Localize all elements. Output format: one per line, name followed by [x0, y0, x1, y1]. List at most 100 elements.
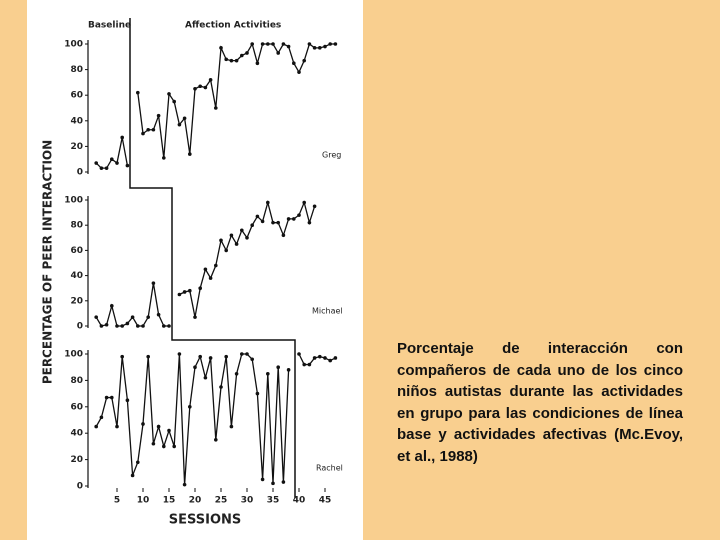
x-axis-label: SESSIONS [169, 513, 242, 528]
data-point [266, 42, 270, 46]
data-point [240, 228, 244, 233]
data-point [177, 292, 182, 297]
data-point [125, 163, 130, 168]
x-tick-label: 35 [267, 496, 280, 506]
data-point [260, 42, 265, 46]
data-point [224, 248, 228, 253]
data-point [198, 286, 202, 291]
data-point [219, 238, 223, 243]
data-point [276, 365, 281, 370]
data-point [281, 480, 286, 484]
data-point [130, 315, 135, 319]
data-point [302, 58, 307, 63]
data-point [245, 352, 249, 356]
y-tick-label: 40 [70, 271, 83, 281]
data-point [99, 324, 104, 328]
data-point [141, 422, 145, 426]
data-point [172, 99, 176, 104]
data-point [276, 220, 281, 225]
data-point [219, 385, 223, 389]
data-point [120, 324, 124, 328]
data-point [167, 92, 171, 96]
data-point [94, 161, 98, 165]
y-tick-label: 80 [70, 376, 83, 386]
data-point [260, 477, 265, 482]
data-point [182, 116, 187, 121]
data-point [120, 135, 124, 140]
data-point [177, 352, 182, 356]
data-point [193, 87, 197, 91]
data-point [302, 200, 307, 205]
data-point [292, 61, 296, 65]
y-tick-label: 0 [77, 482, 83, 492]
data-point [323, 356, 327, 360]
data-point [255, 214, 260, 219]
data-point [312, 46, 317, 50]
x-tick-label: 30 [241, 496, 254, 506]
data-point [130, 473, 135, 478]
data-point [286, 368, 291, 372]
data-point [281, 42, 286, 46]
data-point [312, 204, 317, 209]
data-point [146, 354, 150, 359]
y-tick-label: 0 [77, 322, 83, 332]
data-point [182, 290, 187, 294]
data-point [224, 354, 228, 359]
data-point [271, 220, 275, 225]
data-point [188, 405, 192, 409]
x-tick-label: 10 [137, 496, 150, 506]
data-point [156, 424, 161, 429]
y-tick-label: 60 [70, 91, 83, 101]
data-point [229, 424, 234, 429]
data-point [234, 242, 239, 246]
y-tick-label: 20 [70, 455, 83, 465]
data-point [136, 460, 140, 465]
data-point [307, 220, 312, 225]
data-point [198, 354, 202, 359]
x-tick-label: 5 [114, 496, 120, 506]
data-point [234, 372, 239, 376]
data-point [208, 276, 213, 280]
data-point [167, 324, 171, 328]
data-point [318, 354, 322, 359]
data-point [94, 424, 98, 429]
data-point [104, 322, 109, 327]
data-point [167, 428, 171, 433]
data-point [276, 51, 281, 55]
data-point [234, 58, 239, 63]
data-point [125, 321, 130, 326]
data-point [136, 90, 140, 95]
data-point [146, 127, 150, 132]
data-point [115, 424, 119, 429]
data-point [99, 415, 104, 420]
data-point [214, 263, 218, 268]
data-point [271, 42, 275, 46]
phase-change-line [129, 18, 296, 498]
data-point [297, 352, 301, 356]
data-point [99, 166, 104, 170]
subject-label: Michael [312, 307, 343, 316]
subject-label: Greg [322, 151, 341, 160]
x-tick-label: 25 [215, 496, 228, 506]
data-point [151, 127, 156, 132]
data-point [281, 233, 286, 238]
data-point [125, 398, 130, 403]
data-point [266, 200, 270, 205]
data-point [115, 161, 119, 165]
data-point [151, 281, 156, 285]
data-point [208, 78, 213, 82]
data-point [203, 375, 208, 380]
data-point [214, 106, 218, 110]
data-point [260, 219, 265, 224]
data-point [328, 358, 333, 363]
data-point [333, 356, 338, 360]
data-point [240, 53, 244, 58]
data-point [286, 44, 291, 49]
data-point [255, 391, 260, 396]
data-point [208, 356, 213, 360]
data-point [297, 213, 301, 217]
data-point [156, 312, 161, 317]
data-point [297, 70, 301, 74]
data-point [203, 85, 208, 90]
